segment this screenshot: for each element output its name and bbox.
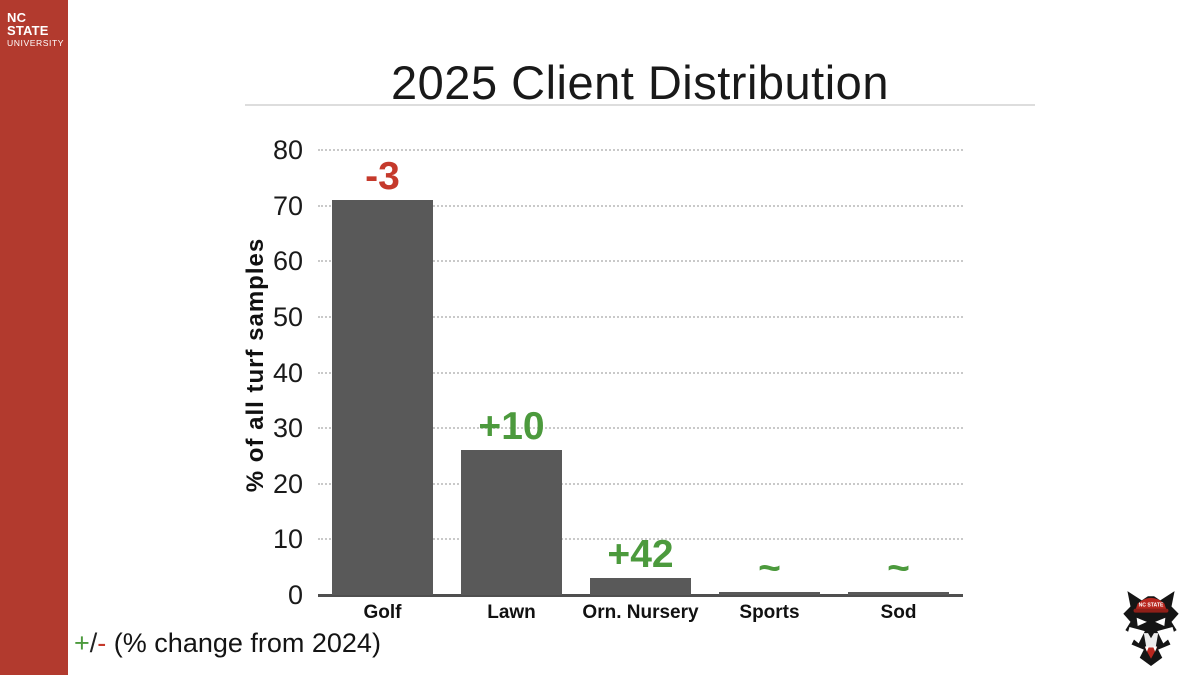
y-tick-label-10: 10 (272, 524, 303, 555)
gridline-20 (318, 482, 963, 485)
y-tick-label-30: 30 (272, 413, 303, 444)
caption-minus: - (97, 628, 107, 658)
x-label-orn-nursery: Orn. Nursery (582, 602, 699, 623)
nc-state-logo: NC STATE UNIVERSITY (7, 11, 68, 48)
x-label-golf: Golf (363, 602, 402, 623)
logo-line2: UNIVERSITY (7, 38, 65, 48)
caption-rest: (% change from 2024) (106, 628, 381, 658)
gridline-80 (318, 149, 963, 151)
x-label-sod: Sod (880, 602, 917, 623)
change-caption: +/- (% change from 2024) (74, 628, 381, 659)
annotation-lawn: +10 (478, 405, 545, 449)
caption-plus: + (74, 628, 90, 658)
caption-slash: / (89, 628, 98, 658)
y-tick-label-50: 50 (272, 301, 303, 332)
wolfpack-mascot-icon: NC STATE (1123, 591, 1179, 666)
gridline-40 (318, 371, 963, 374)
y-tick-label-40: 40 (272, 357, 303, 388)
y-tick-label-0: 0 (287, 580, 303, 610)
y-tick-label-80: 80 (272, 135, 303, 165)
gridline-50 (318, 315, 963, 318)
annotation-sod: ~ (887, 547, 910, 590)
logo-line1: NC STATE (7, 10, 49, 38)
gridline-60 (318, 260, 963, 263)
annotation-sports: ~ (758, 547, 781, 590)
annotation-golf: -3 (365, 155, 400, 199)
y-tick-label-70: 70 (272, 190, 303, 221)
y-tick-label-20: 20 (272, 468, 303, 499)
title-divider (245, 104, 1035, 106)
gridline-10 (318, 538, 963, 541)
x-axis-line (318, 594, 963, 597)
y-tick-label-60: 60 (272, 246, 303, 277)
bar-golf (332, 200, 433, 595)
bar-lawn (461, 450, 562, 595)
bar-orn-nursery (590, 578, 691, 595)
brand-sidebar: NC STATE UNIVERSITY (0, 0, 68, 675)
annotation-orn-nursery: +42 (607, 533, 674, 577)
slide-title: 2025 Client Distribution (391, 56, 889, 110)
gridline-70 (318, 204, 963, 207)
gridline-30 (318, 427, 963, 430)
bar-sports (719, 592, 820, 595)
svg-text:NC STATE: NC STATE (1139, 603, 1164, 609)
bar-sod (848, 592, 949, 595)
x-label-lawn: Lawn (487, 602, 536, 623)
x-label-sports: Sports (739, 602, 800, 623)
